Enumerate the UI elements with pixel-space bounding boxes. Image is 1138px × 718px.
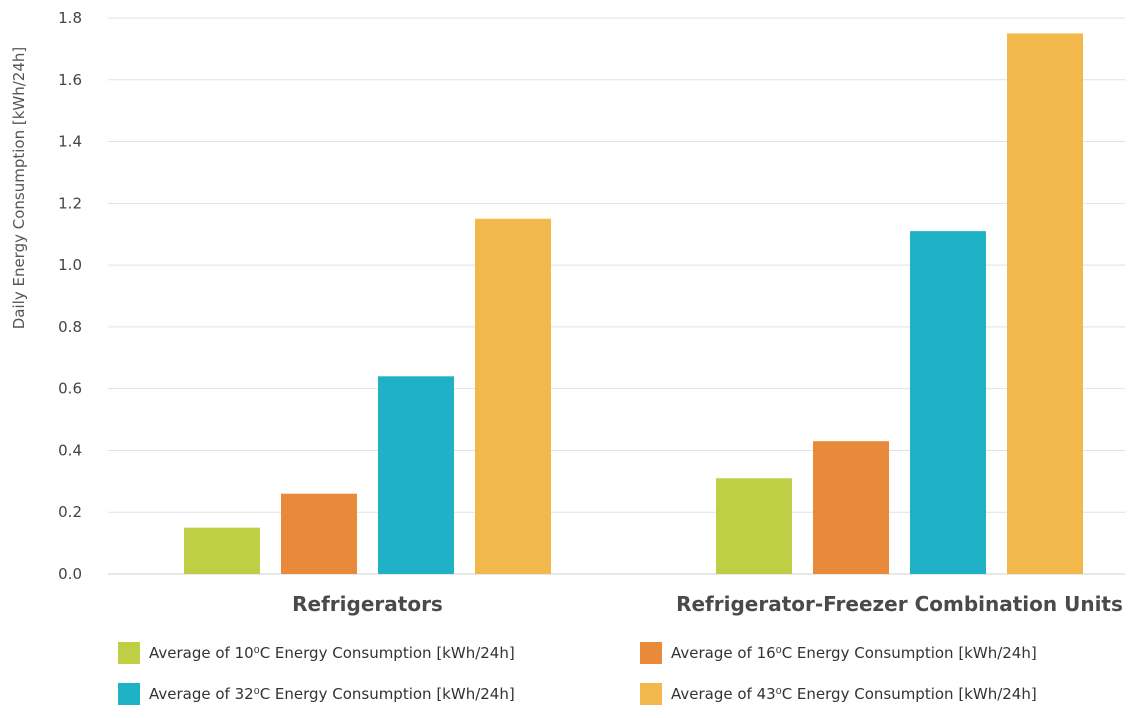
bar xyxy=(716,478,792,574)
bar xyxy=(475,218,551,574)
y-tick-label: 1.4 xyxy=(58,133,82,151)
bar xyxy=(378,376,454,574)
y-tick-label: 1.6 xyxy=(58,71,82,89)
legend-label: Average of 16⁰C Energy Consumption [kWh/… xyxy=(671,644,1037,662)
bar xyxy=(910,231,986,574)
y-axis-ticks: 0.0 0.2 0.4 0.6 0.8 1.0 1.2 1.4 1.6 1.8 xyxy=(58,9,82,583)
bars xyxy=(184,33,1083,574)
y-tick-label: 0.6 xyxy=(58,380,82,398)
y-tick-label: 1.8 xyxy=(58,9,82,27)
bar xyxy=(184,527,260,574)
y-tick-label: 0.0 xyxy=(58,565,82,583)
legend-label: Average of 43⁰C Energy Consumption [kWh/… xyxy=(671,685,1037,703)
x-category-label: Refrigerator-Freezer Combination Units xyxy=(676,592,1123,616)
legend-swatch xyxy=(118,683,140,705)
y-axis-title: Daily Energy Consumption [kWh/24h] xyxy=(10,47,28,330)
legend-swatch xyxy=(640,642,662,664)
bar xyxy=(281,493,357,574)
legend-label: Average of 32⁰C Energy Consumption [kWh/… xyxy=(149,685,515,703)
x-category-label: Refrigerators xyxy=(292,592,443,616)
x-axis-categories: Refrigerators Refrigerator-Freezer Combin… xyxy=(292,592,1123,616)
y-tick-label: 0.8 xyxy=(58,318,82,336)
y-tick-label: 0.2 xyxy=(58,503,82,521)
legend-swatch xyxy=(640,683,662,705)
gridlines xyxy=(108,17,1125,575)
bar xyxy=(813,441,889,574)
legend: Average of 10⁰C Energy Consumption [kWh/… xyxy=(118,642,1037,705)
y-tick-label: 1.0 xyxy=(58,256,82,274)
y-tick-label: 0.4 xyxy=(58,441,82,459)
legend-swatch xyxy=(118,642,140,664)
legend-label: Average of 10⁰C Energy Consumption [kWh/… xyxy=(149,644,515,662)
y-tick-label: 1.2 xyxy=(58,194,82,212)
bar xyxy=(1007,33,1083,574)
